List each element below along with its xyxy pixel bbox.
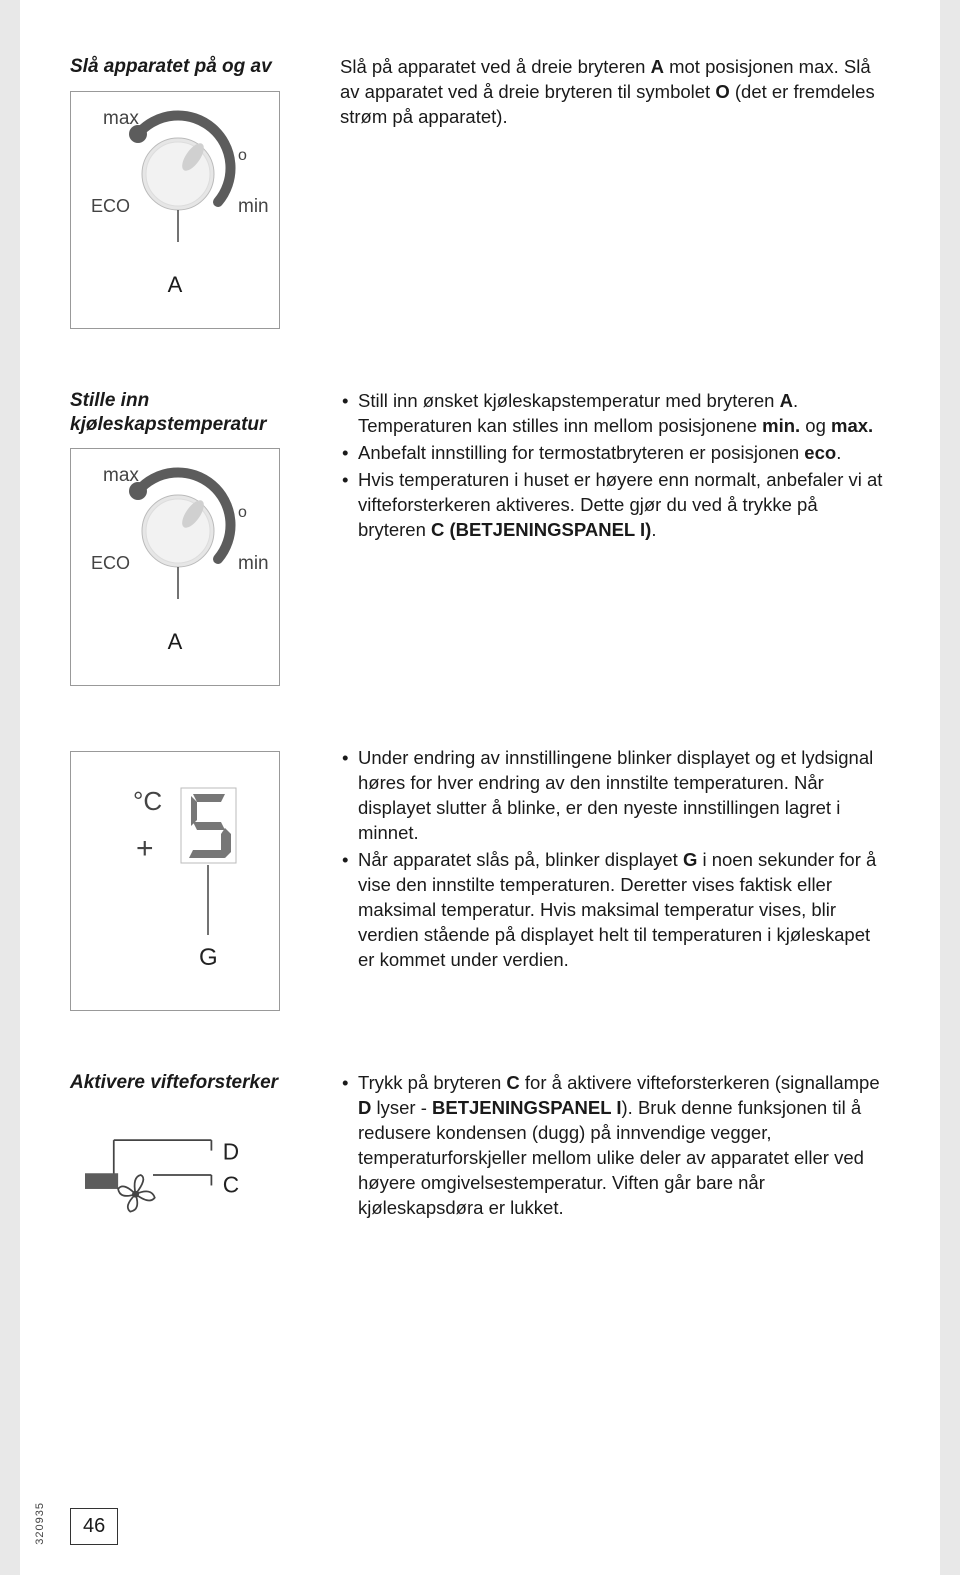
right-col: Still inn ønsket kjøleskapstemperatur me… xyxy=(320,389,890,545)
side-code: 320935 xyxy=(34,1502,46,1545)
left-col: °C + G xyxy=(70,746,320,1011)
fan-diagram-svg: D C xyxy=(85,1115,255,1235)
label-max: max xyxy=(103,108,139,129)
svg-text:o: o xyxy=(238,504,247,521)
heading-fan: Aktivere vifteforsterker xyxy=(70,1071,320,1095)
right-col: Slå på apparatet ved å dreie bryteren A … xyxy=(320,55,890,130)
bullet-list-temp: Still inn ønsket kjøleskapstemperatur me… xyxy=(340,389,890,543)
label-g: G xyxy=(199,944,218,970)
manual-page: Slå apparatet på og av max o ECO min xyxy=(20,0,940,1575)
page-number: 46 xyxy=(70,1508,118,1545)
list-item: Når apparatet slås på, blinker displayet… xyxy=(340,848,890,973)
list-item: Under endring av innstillingene blinker … xyxy=(340,746,890,846)
display-diagram: °C + G xyxy=(70,751,280,1011)
list-item: Hvis temperaturen i huset er høyere enn … xyxy=(340,468,890,543)
left-col: Stille inn kjøleskapstemperatur max o EC… xyxy=(70,389,320,687)
label-a: A xyxy=(81,629,269,655)
label-min: min xyxy=(238,196,268,217)
section-power: Slå apparatet på og av max o ECO min xyxy=(70,55,890,329)
section-temp: Stille inn kjøleskapstemperatur max o EC… xyxy=(70,389,890,687)
list-item: Trykk på bryteren C for å aktivere vifte… xyxy=(340,1071,890,1221)
label-o: o xyxy=(238,147,247,164)
fan-icon xyxy=(118,1175,155,1212)
label-c: C xyxy=(223,1171,239,1197)
bullet-list-fan: Trykk på bryteren C for å aktivere vifte… xyxy=(340,1071,890,1221)
bullet-list-display: Under endring av innstillingene blinker … xyxy=(340,746,890,973)
para-power: Slå på apparatet ved å dreie bryteren A … xyxy=(340,55,890,130)
list-item: Still inn ønsket kjøleskapstemperatur me… xyxy=(340,389,890,439)
heading-power: Slå apparatet på og av xyxy=(70,55,320,79)
svg-text:min: min xyxy=(238,553,268,574)
label-d: D xyxy=(223,1138,239,1164)
knob-svg: max o ECO min xyxy=(83,102,268,242)
heading-temp: Stille inn kjøleskapstemperatur xyxy=(70,389,320,437)
svg-text:ECO: ECO xyxy=(91,553,130,573)
knob-svg: max o ECO min xyxy=(83,459,268,599)
list-item: Anbefalt innstilling for termostatbryter… xyxy=(340,441,890,466)
label-plus: + xyxy=(136,832,154,865)
knob-diagram-2: max o ECO min A xyxy=(70,448,280,686)
knob-diagram-1: max o ECO min A xyxy=(70,91,280,329)
svg-text:max: max xyxy=(103,465,139,486)
right-col: Under endring av innstillingene blinker … xyxy=(320,746,890,975)
left-col: Aktivere vifteforsterker D xyxy=(70,1071,320,1240)
label-eco: ECO xyxy=(91,196,130,216)
display-svg: °C + G xyxy=(81,770,266,970)
section-fan: Aktivere vifteforsterker D xyxy=(70,1071,890,1240)
section-display: °C + G U xyxy=(70,746,890,1011)
label-degc: °C xyxy=(133,786,162,816)
label-a: A xyxy=(81,272,269,298)
left-col: Slå apparatet på og av max o ECO min xyxy=(70,55,320,329)
right-col: Trykk på bryteren C for å aktivere vifte… xyxy=(320,1071,890,1223)
